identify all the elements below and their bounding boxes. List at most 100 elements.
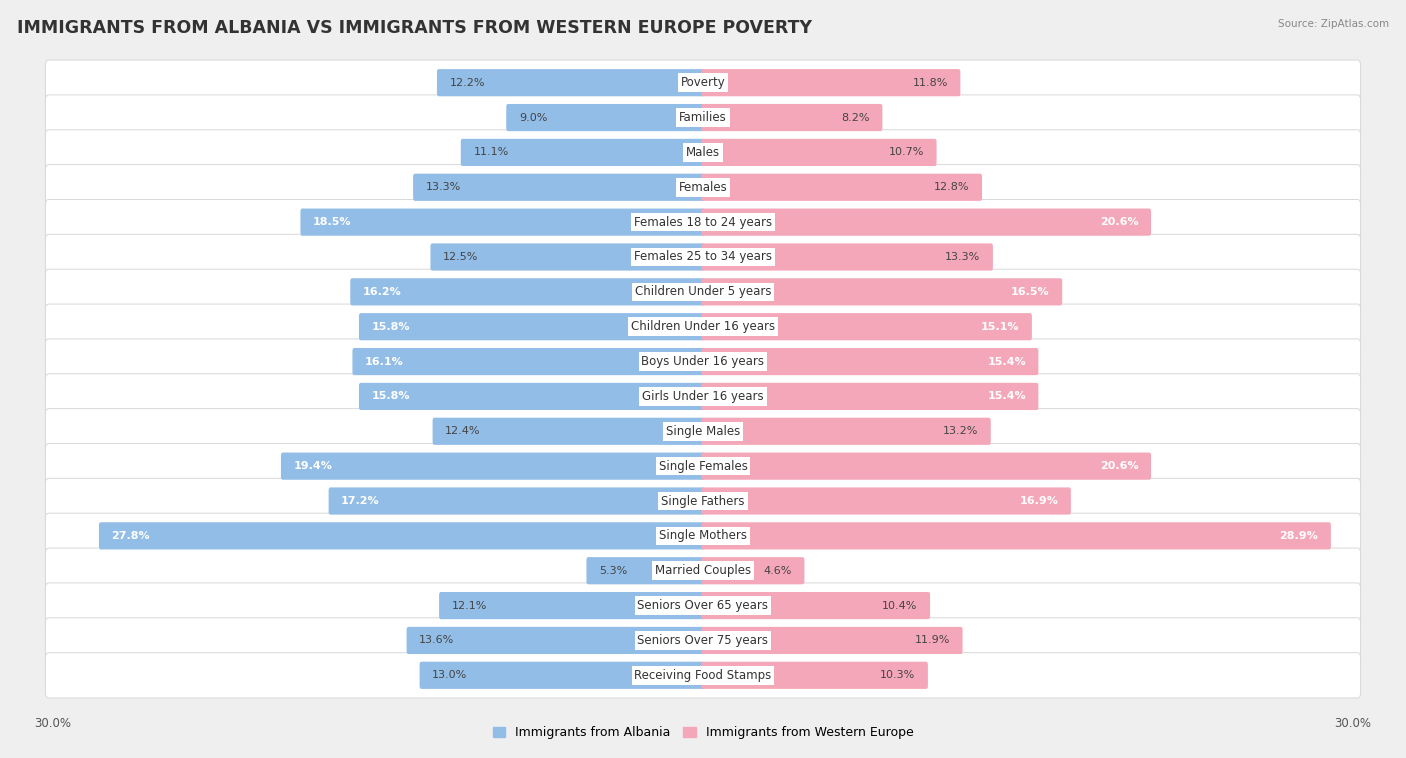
FancyBboxPatch shape bbox=[45, 478, 1361, 524]
FancyBboxPatch shape bbox=[413, 174, 704, 201]
Text: 17.2%: 17.2% bbox=[342, 496, 380, 506]
FancyBboxPatch shape bbox=[353, 348, 704, 375]
Text: Boys Under 16 years: Boys Under 16 years bbox=[641, 355, 765, 368]
Text: 5.3%: 5.3% bbox=[599, 565, 627, 576]
FancyBboxPatch shape bbox=[702, 174, 981, 201]
Text: 13.3%: 13.3% bbox=[426, 182, 461, 193]
FancyBboxPatch shape bbox=[430, 243, 704, 271]
Text: 13.0%: 13.0% bbox=[432, 670, 467, 681]
Text: Females 18 to 24 years: Females 18 to 24 years bbox=[634, 215, 772, 229]
Text: Children Under 16 years: Children Under 16 years bbox=[631, 320, 775, 334]
FancyBboxPatch shape bbox=[45, 130, 1361, 175]
Text: 12.5%: 12.5% bbox=[443, 252, 478, 262]
Text: 8.2%: 8.2% bbox=[841, 112, 870, 123]
FancyBboxPatch shape bbox=[45, 199, 1361, 245]
Text: 12.1%: 12.1% bbox=[451, 600, 486, 611]
Text: 11.8%: 11.8% bbox=[912, 77, 948, 88]
Text: 16.9%: 16.9% bbox=[1019, 496, 1059, 506]
FancyBboxPatch shape bbox=[702, 557, 804, 584]
Text: Married Couples: Married Couples bbox=[655, 564, 751, 578]
Text: 18.5%: 18.5% bbox=[314, 217, 352, 227]
FancyBboxPatch shape bbox=[702, 139, 936, 166]
FancyBboxPatch shape bbox=[45, 234, 1361, 280]
FancyBboxPatch shape bbox=[329, 487, 704, 515]
FancyBboxPatch shape bbox=[586, 557, 704, 584]
FancyBboxPatch shape bbox=[461, 139, 704, 166]
FancyBboxPatch shape bbox=[45, 409, 1361, 454]
FancyBboxPatch shape bbox=[433, 418, 704, 445]
FancyBboxPatch shape bbox=[702, 453, 1152, 480]
Text: 28.9%: 28.9% bbox=[1279, 531, 1319, 541]
Text: 12.2%: 12.2% bbox=[450, 77, 485, 88]
FancyBboxPatch shape bbox=[45, 374, 1361, 419]
Text: 11.9%: 11.9% bbox=[915, 635, 950, 646]
Text: Poverty: Poverty bbox=[681, 77, 725, 89]
Text: 10.7%: 10.7% bbox=[889, 147, 924, 158]
FancyBboxPatch shape bbox=[45, 548, 1361, 594]
Text: 13.3%: 13.3% bbox=[945, 252, 980, 262]
Text: Children Under 5 years: Children Under 5 years bbox=[634, 285, 772, 299]
FancyBboxPatch shape bbox=[98, 522, 704, 550]
Text: 12.4%: 12.4% bbox=[446, 426, 481, 437]
FancyBboxPatch shape bbox=[350, 278, 704, 305]
Text: 16.5%: 16.5% bbox=[1011, 287, 1050, 297]
Text: 15.8%: 15.8% bbox=[371, 321, 411, 332]
Text: 11.1%: 11.1% bbox=[474, 147, 509, 158]
Text: 16.1%: 16.1% bbox=[366, 356, 404, 367]
FancyBboxPatch shape bbox=[702, 243, 993, 271]
Text: Single Males: Single Males bbox=[666, 424, 740, 438]
FancyBboxPatch shape bbox=[359, 313, 704, 340]
FancyBboxPatch shape bbox=[702, 383, 1039, 410]
Text: Females 25 to 34 years: Females 25 to 34 years bbox=[634, 250, 772, 264]
FancyBboxPatch shape bbox=[702, 522, 1331, 550]
FancyBboxPatch shape bbox=[45, 304, 1361, 349]
FancyBboxPatch shape bbox=[506, 104, 704, 131]
Text: Males: Males bbox=[686, 146, 720, 159]
Text: 12.8%: 12.8% bbox=[934, 182, 970, 193]
Text: 15.4%: 15.4% bbox=[987, 391, 1026, 402]
FancyBboxPatch shape bbox=[419, 662, 704, 689]
Text: Source: ZipAtlas.com: Source: ZipAtlas.com bbox=[1278, 19, 1389, 29]
FancyBboxPatch shape bbox=[439, 592, 704, 619]
FancyBboxPatch shape bbox=[45, 618, 1361, 663]
Text: 20.6%: 20.6% bbox=[1099, 217, 1139, 227]
Text: 10.3%: 10.3% bbox=[880, 670, 915, 681]
FancyBboxPatch shape bbox=[45, 60, 1361, 105]
Text: 9.0%: 9.0% bbox=[519, 112, 547, 123]
Legend: Immigrants from Albania, Immigrants from Western Europe: Immigrants from Albania, Immigrants from… bbox=[488, 722, 918, 744]
FancyBboxPatch shape bbox=[702, 313, 1032, 340]
Text: IMMIGRANTS FROM ALBANIA VS IMMIGRANTS FROM WESTERN EUROPE POVERTY: IMMIGRANTS FROM ALBANIA VS IMMIGRANTS FR… bbox=[17, 19, 811, 37]
Text: Females: Females bbox=[679, 180, 727, 194]
Text: Families: Families bbox=[679, 111, 727, 124]
Text: 13.2%: 13.2% bbox=[943, 426, 979, 437]
Text: 4.6%: 4.6% bbox=[763, 565, 792, 576]
FancyBboxPatch shape bbox=[45, 269, 1361, 315]
FancyBboxPatch shape bbox=[702, 69, 960, 96]
FancyBboxPatch shape bbox=[301, 208, 704, 236]
FancyBboxPatch shape bbox=[702, 592, 929, 619]
Text: 20.6%: 20.6% bbox=[1099, 461, 1139, 471]
FancyBboxPatch shape bbox=[359, 383, 704, 410]
FancyBboxPatch shape bbox=[702, 104, 883, 131]
Text: Girls Under 16 years: Girls Under 16 years bbox=[643, 390, 763, 403]
Text: 15.8%: 15.8% bbox=[371, 391, 411, 402]
FancyBboxPatch shape bbox=[45, 164, 1361, 210]
Text: Receiving Food Stamps: Receiving Food Stamps bbox=[634, 669, 772, 681]
FancyBboxPatch shape bbox=[45, 583, 1361, 628]
Text: 15.4%: 15.4% bbox=[987, 356, 1026, 367]
FancyBboxPatch shape bbox=[406, 627, 704, 654]
FancyBboxPatch shape bbox=[702, 418, 991, 445]
Text: Seniors Over 65 years: Seniors Over 65 years bbox=[637, 599, 769, 612]
Text: 16.2%: 16.2% bbox=[363, 287, 402, 297]
FancyBboxPatch shape bbox=[281, 453, 704, 480]
Text: Seniors Over 75 years: Seniors Over 75 years bbox=[637, 634, 769, 647]
Text: 19.4%: 19.4% bbox=[294, 461, 332, 471]
Text: 15.1%: 15.1% bbox=[981, 321, 1019, 332]
FancyBboxPatch shape bbox=[45, 443, 1361, 489]
Text: 13.6%: 13.6% bbox=[419, 635, 454, 646]
FancyBboxPatch shape bbox=[437, 69, 704, 96]
Text: Single Mothers: Single Mothers bbox=[659, 529, 747, 543]
FancyBboxPatch shape bbox=[702, 208, 1152, 236]
Text: 27.8%: 27.8% bbox=[111, 531, 150, 541]
Text: Single Females: Single Females bbox=[658, 459, 748, 473]
